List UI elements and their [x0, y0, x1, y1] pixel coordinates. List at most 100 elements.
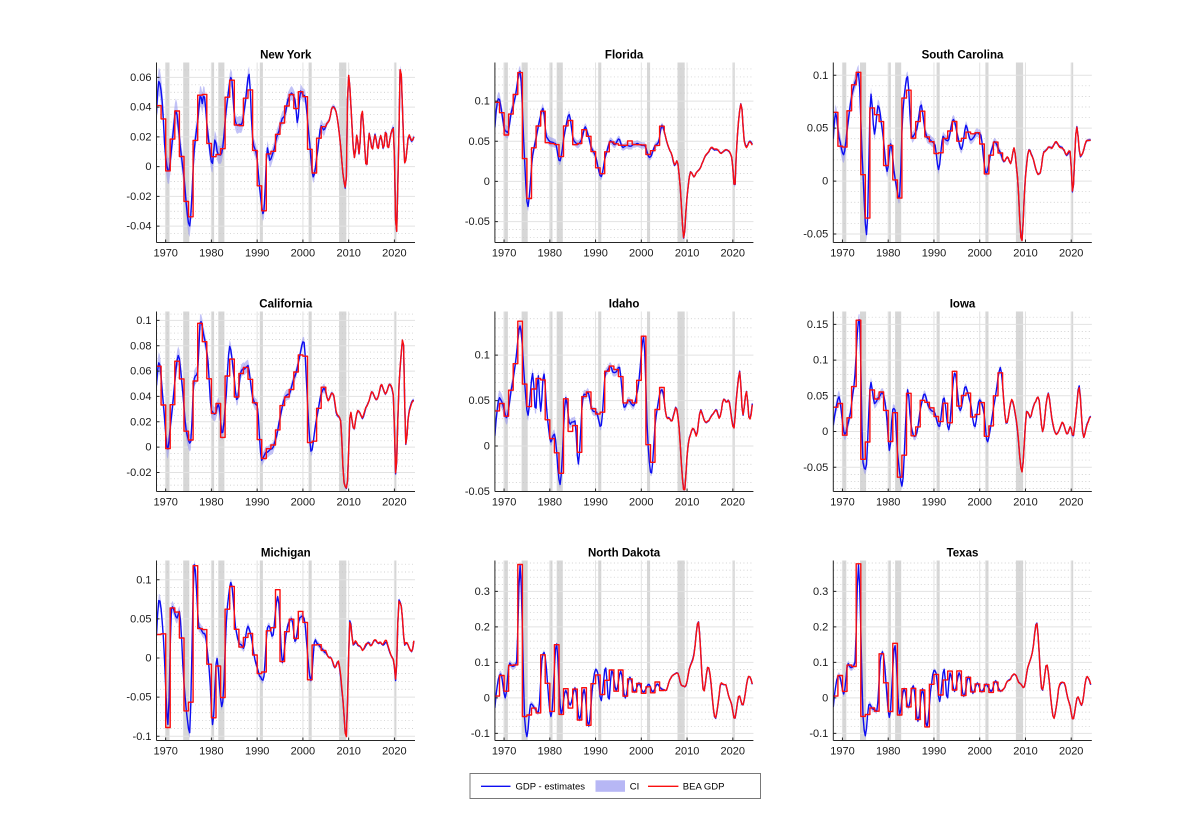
- svg-text:-0.04: -0.04: [126, 221, 151, 233]
- svg-text:1980: 1980: [199, 497, 223, 509]
- svg-text:0.1: 0.1: [136, 315, 151, 327]
- svg-text:1990: 1990: [245, 746, 269, 758]
- svg-text:1990: 1990: [922, 497, 946, 509]
- svg-text:-0.1: -0.1: [133, 731, 152, 743]
- svg-text:1970: 1970: [830, 248, 854, 260]
- svg-text:GDP - estimates: GDP - estimates: [516, 782, 586, 793]
- svg-text:-0.05: -0.05: [465, 216, 490, 228]
- svg-text:1970: 1970: [492, 497, 516, 509]
- svg-text:0.3: 0.3: [475, 586, 490, 598]
- svg-text:1990: 1990: [583, 746, 607, 758]
- svg-text:0.1: 0.1: [475, 657, 490, 669]
- svg-text:2020: 2020: [382, 248, 406, 260]
- svg-text:0.02: 0.02: [130, 132, 151, 144]
- svg-text:2020: 2020: [382, 497, 406, 509]
- svg-text:1990: 1990: [245, 497, 269, 509]
- svg-text:0: 0: [484, 176, 490, 188]
- svg-text:0.06: 0.06: [130, 366, 151, 378]
- svg-text:0: 0: [484, 441, 490, 453]
- svg-text:-0.05: -0.05: [465, 486, 490, 498]
- svg-text:New York: New York: [260, 49, 312, 61]
- svg-text:South Carolina: South Carolina: [922, 49, 1004, 61]
- svg-text:Iowa: Iowa: [950, 298, 976, 310]
- svg-text:1980: 1980: [876, 746, 900, 758]
- svg-text:-0.05: -0.05: [803, 229, 828, 241]
- svg-text:0: 0: [822, 176, 828, 188]
- svg-text:0.3: 0.3: [813, 586, 828, 598]
- svg-text:2000: 2000: [629, 248, 653, 260]
- svg-text:-0.1: -0.1: [471, 728, 490, 740]
- svg-text:1980: 1980: [199, 746, 223, 758]
- svg-text:2000: 2000: [967, 497, 991, 509]
- svg-text:2000: 2000: [967, 248, 991, 260]
- svg-text:2000: 2000: [629, 746, 653, 758]
- svg-text:-0.05: -0.05: [126, 692, 151, 704]
- svg-text:0: 0: [145, 442, 151, 454]
- svg-text:1980: 1980: [876, 248, 900, 260]
- svg-text:2010: 2010: [1013, 248, 1037, 260]
- svg-text:1980: 1980: [538, 746, 562, 758]
- svg-text:-0.1: -0.1: [809, 728, 828, 740]
- svg-text:0.1: 0.1: [813, 70, 828, 82]
- svg-text:1980: 1980: [538, 248, 562, 260]
- svg-text:2000: 2000: [967, 746, 991, 758]
- svg-text:1980: 1980: [199, 248, 223, 260]
- svg-text:1990: 1990: [245, 248, 269, 260]
- svg-text:Florida: Florida: [605, 49, 644, 61]
- svg-text:Texas: Texas: [947, 547, 979, 559]
- svg-text:1990: 1990: [583, 248, 607, 260]
- svg-text:2020: 2020: [1059, 746, 1083, 758]
- svg-text:1970: 1970: [153, 248, 177, 260]
- svg-text:0.05: 0.05: [468, 395, 489, 407]
- svg-text:0.05: 0.05: [807, 390, 828, 402]
- svg-text:0.05: 0.05: [468, 136, 489, 148]
- svg-text:-0.05: -0.05: [803, 462, 828, 474]
- svg-text:1990: 1990: [922, 746, 946, 758]
- svg-text:2010: 2010: [675, 248, 699, 260]
- svg-text:2020: 2020: [721, 248, 745, 260]
- svg-text:2020: 2020: [1059, 497, 1083, 509]
- svg-text:0.04: 0.04: [130, 391, 151, 403]
- svg-text:2010: 2010: [336, 497, 360, 509]
- svg-text:2000: 2000: [629, 497, 653, 509]
- svg-text:0: 0: [145, 161, 151, 173]
- svg-text:0: 0: [484, 693, 490, 705]
- svg-text:2010: 2010: [1013, 497, 1037, 509]
- svg-text:2010: 2010: [675, 746, 699, 758]
- svg-text:1980: 1980: [876, 497, 900, 509]
- svg-text:0.06: 0.06: [130, 72, 151, 84]
- svg-text:Michigan: Michigan: [261, 547, 311, 559]
- svg-text:0.04: 0.04: [130, 102, 151, 114]
- svg-text:0.1: 0.1: [813, 355, 828, 367]
- svg-text:Idaho: Idaho: [609, 298, 640, 310]
- svg-text:2000: 2000: [291, 248, 315, 260]
- svg-text:0: 0: [822, 693, 828, 705]
- svg-text:2010: 2010: [1013, 746, 1037, 758]
- svg-text:0.1: 0.1: [475, 350, 490, 362]
- svg-text:-0.02: -0.02: [126, 191, 151, 203]
- svg-text:1970: 1970: [492, 746, 516, 758]
- svg-text:0.08: 0.08: [130, 340, 151, 352]
- svg-text:2010: 2010: [336, 746, 360, 758]
- svg-text:California: California: [259, 298, 313, 310]
- svg-text:1970: 1970: [830, 497, 854, 509]
- svg-text:0.05: 0.05: [130, 614, 151, 626]
- svg-text:0.2: 0.2: [813, 622, 828, 634]
- svg-text:0: 0: [145, 653, 151, 665]
- svg-text:2000: 2000: [291, 746, 315, 758]
- svg-text:0.15: 0.15: [807, 319, 828, 331]
- svg-text:2020: 2020: [721, 497, 745, 509]
- svg-text:2000: 2000: [291, 497, 315, 509]
- svg-text:1970: 1970: [830, 746, 854, 758]
- svg-text:0.2: 0.2: [475, 622, 490, 634]
- svg-text:1970: 1970: [153, 497, 177, 509]
- svg-text:1980: 1980: [538, 497, 562, 509]
- svg-text:2010: 2010: [675, 497, 699, 509]
- svg-text:1970: 1970: [492, 248, 516, 260]
- svg-text:2020: 2020: [382, 746, 406, 758]
- svg-text:BEA GDP: BEA GDP: [683, 782, 725, 793]
- svg-text:0.05: 0.05: [807, 123, 828, 135]
- svg-text:0: 0: [822, 426, 828, 438]
- svg-text:2020: 2020: [721, 746, 745, 758]
- svg-text:0.1: 0.1: [475, 96, 490, 108]
